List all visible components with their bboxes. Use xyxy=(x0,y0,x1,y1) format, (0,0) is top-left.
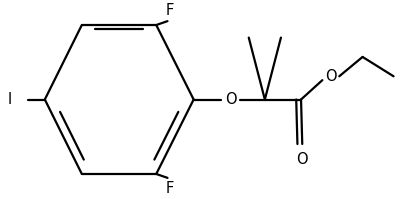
Text: F: F xyxy=(165,3,174,18)
Text: I: I xyxy=(7,92,12,107)
Text: O: O xyxy=(225,92,237,107)
Text: O: O xyxy=(296,152,308,167)
Text: O: O xyxy=(325,69,337,84)
Text: F: F xyxy=(165,181,174,196)
